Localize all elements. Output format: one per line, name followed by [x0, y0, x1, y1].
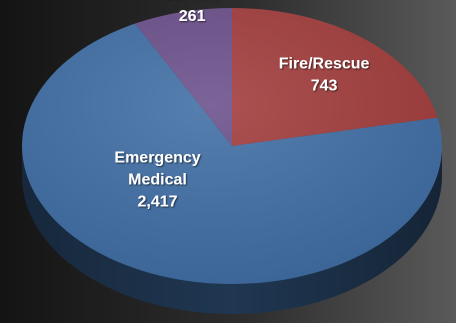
- slice-label-fire-rescue: Fire/Rescue 743: [279, 56, 370, 95]
- slice-label-public-service: PublicService261: [164, 0, 221, 25]
- slice-name-label: Fire/Rescue: [279, 56, 370, 73]
- slice-name-label: Medical: [128, 172, 187, 189]
- slice-value-label: 261: [179, 8, 206, 25]
- slice-value-label: 743: [311, 78, 338, 95]
- slice-name-label: Service: [164, 0, 221, 3]
- slice-label-emergency-medical: Emergency Medical 2,417: [114, 150, 200, 211]
- slice-value-label: 2,417: [138, 194, 178, 211]
- pie-side-shading: [22, 146, 442, 314]
- slice-name-label: Emergency: [114, 150, 200, 167]
- pie-top-shading: [22, 8, 442, 284]
